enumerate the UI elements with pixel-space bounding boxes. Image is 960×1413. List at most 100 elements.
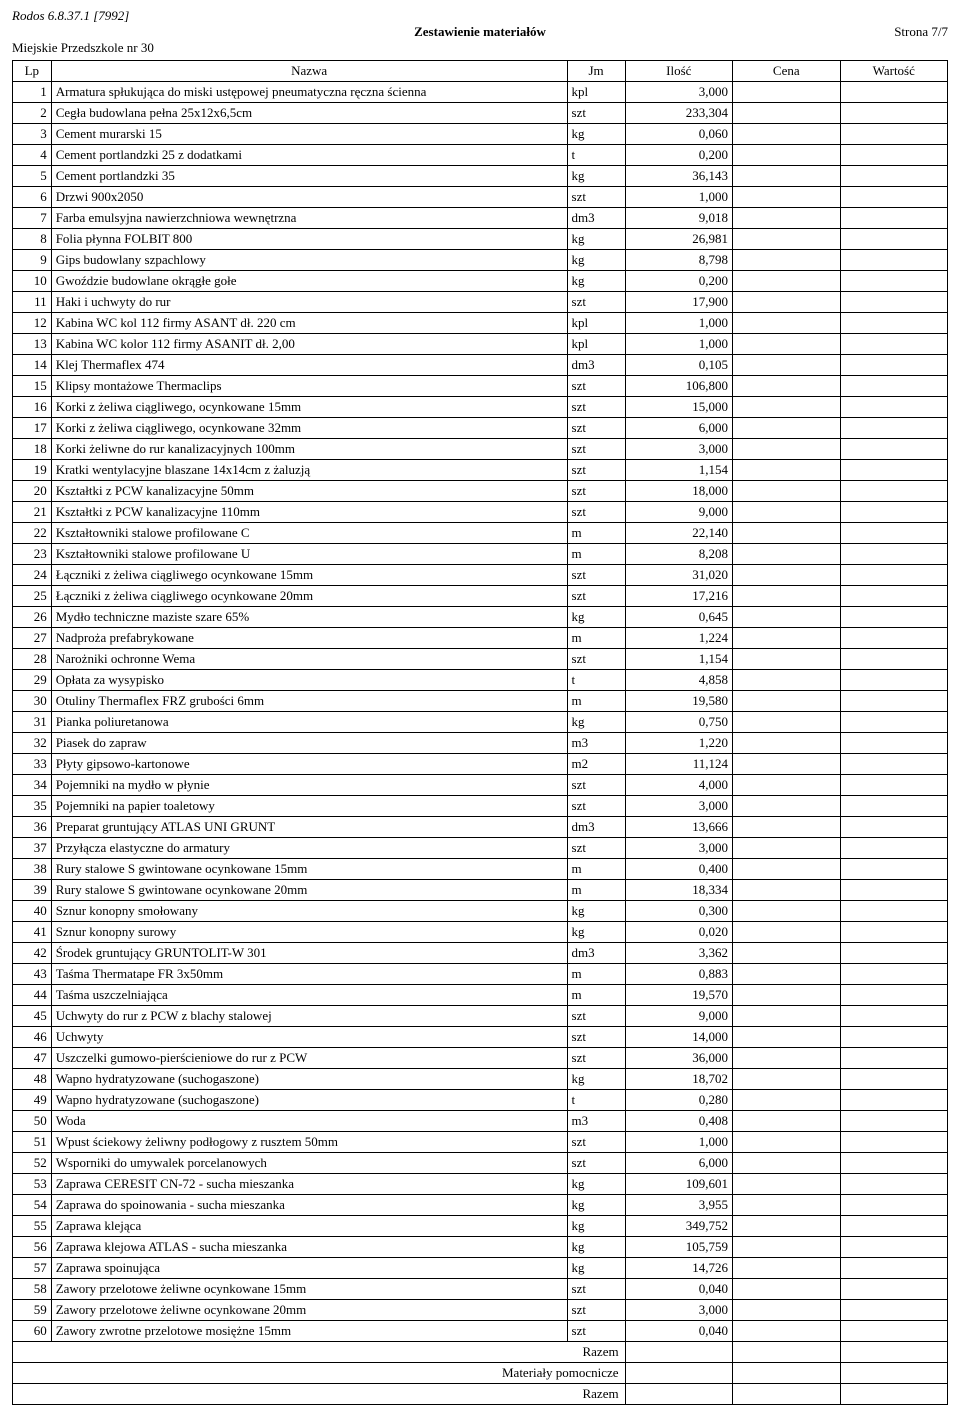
cell-name: Cement portlandzki 25 z dodatkami: [51, 145, 567, 166]
cell-name: Preparat gruntujący ATLAS UNI GRUNT: [51, 817, 567, 838]
cell-name: Farba emulsyjna nawierzchniowa wewnętrzn…: [51, 208, 567, 229]
cell-jm: m: [567, 964, 625, 985]
cell-name: Zawory przelotowe żeliwne ocynkowane 15m…: [51, 1279, 567, 1300]
cell-name: Folia płynna FOLBIT 800: [51, 229, 567, 250]
app-name: Rodos 6.8.37.1 [7992]: [12, 8, 129, 23]
cell-qty: 109,601: [625, 1174, 732, 1195]
cell-jm: szt: [567, 397, 625, 418]
cell-lp: 9: [13, 250, 52, 271]
cell-price: [733, 250, 840, 271]
cell-qty: 4,858: [625, 670, 732, 691]
cell-value: [840, 166, 947, 187]
cell-value: [840, 1111, 947, 1132]
table-row: 37Przyłącza elastyczne do armaturyszt3,0…: [13, 838, 948, 859]
cell-lp: 41: [13, 922, 52, 943]
cell-value: [840, 418, 947, 439]
table-row: 1Armatura spłukująca do miski ustępowej …: [13, 82, 948, 103]
col-name: Nazwa: [51, 61, 567, 82]
cell-name: Narożniki ochronne Wema: [51, 649, 567, 670]
cell-qty: 9,000: [625, 1006, 732, 1027]
footer-qty-1: [625, 1342, 732, 1363]
cell-jm: m: [567, 880, 625, 901]
cell-jm: szt: [567, 460, 625, 481]
cell-value: [840, 1195, 947, 1216]
table-row: 22Kształtowniki stalowe profilowane Cm22…: [13, 523, 948, 544]
cell-lp: 47: [13, 1048, 52, 1069]
cell-name: Haki i uchwyty do rur: [51, 292, 567, 313]
cell-jm: kg: [567, 607, 625, 628]
table-row: 52Wsporniki do umywalek porcelanowychszt…: [13, 1153, 948, 1174]
table-row: 9Gips budowlany szpachlowykg8,798: [13, 250, 948, 271]
cell-value: [840, 1174, 947, 1195]
cell-value: [840, 187, 947, 208]
cell-jm: szt: [567, 292, 625, 313]
cell-price: [733, 607, 840, 628]
cell-value: [840, 1153, 947, 1174]
cell-price: [733, 523, 840, 544]
table-row: 14Klej Thermaflex 474dm30,105: [13, 355, 948, 376]
cell-qty: 19,580: [625, 691, 732, 712]
cell-lp: 22: [13, 523, 52, 544]
cell-lp: 12: [13, 313, 52, 334]
cell-price: [733, 1111, 840, 1132]
cell-name: Pojemniki na papier toaletowy: [51, 796, 567, 817]
cell-name: Pianka poliuretanowa: [51, 712, 567, 733]
cell-lp: 27: [13, 628, 52, 649]
cell-name: Łączniki z żeliwa ciągliwego ocynkowane …: [51, 565, 567, 586]
cell-price: [733, 817, 840, 838]
cell-lp: 32: [13, 733, 52, 754]
cell-qty: 17,216: [625, 586, 732, 607]
cell-value: [840, 544, 947, 565]
cell-jm: m: [567, 691, 625, 712]
cell-lp: 39: [13, 880, 52, 901]
cell-name: Gips budowlany szpachlowy: [51, 250, 567, 271]
cell-lp: 37: [13, 838, 52, 859]
cell-qty: 19,570: [625, 985, 732, 1006]
cell-lp: 35: [13, 796, 52, 817]
cell-price: [733, 1195, 840, 1216]
cell-value: [840, 775, 947, 796]
table-row: 7Farba emulsyjna nawierzchniowa wewnętrz…: [13, 208, 948, 229]
cell-qty: 6,000: [625, 1153, 732, 1174]
cell-name: Woda: [51, 1111, 567, 1132]
table-row: 45Uchwyty do rur z PCW z blachy stalowej…: [13, 1006, 948, 1027]
cell-qty: 1,000: [625, 1132, 732, 1153]
table-row: 27Nadproża prefabrykowanem1,224: [13, 628, 948, 649]
cell-qty: 1,000: [625, 187, 732, 208]
cell-price: [733, 397, 840, 418]
app-meta-line: Rodos 6.8.37.1 [7992]: [12, 8, 948, 24]
cell-price: [733, 1090, 840, 1111]
cell-lp: 28: [13, 649, 52, 670]
cell-lp: 25: [13, 586, 52, 607]
cell-qty: 0,020: [625, 922, 732, 943]
cell-value: [840, 1069, 947, 1090]
header-row: Zestawienie materiałów Strona 7/7: [12, 24, 948, 40]
cell-lp: 7: [13, 208, 52, 229]
table-row: 32Piasek do zaprawm31,220: [13, 733, 948, 754]
cell-price: [733, 1048, 840, 1069]
cell-jm: szt: [567, 1027, 625, 1048]
cell-lp: 33: [13, 754, 52, 775]
cell-lp: 51: [13, 1132, 52, 1153]
cell-name: Rury stalowe S gwintowane ocynkowane 20m…: [51, 880, 567, 901]
cell-name: Wapno hydratyzowane (suchogaszone): [51, 1069, 567, 1090]
cell-price: [733, 586, 840, 607]
cell-lp: 57: [13, 1258, 52, 1279]
cell-jm: szt: [567, 1132, 625, 1153]
cell-name: Zaprawa klejąca: [51, 1216, 567, 1237]
table-row: 40Sznur konopny smołowanykg0,300: [13, 901, 948, 922]
cell-price: [733, 1153, 840, 1174]
cell-qty: 0,400: [625, 859, 732, 880]
table-row: 49Wapno hydratyzowane (suchogaszone)t0,2…: [13, 1090, 948, 1111]
table-row: 18Korki żeliwne do rur kanalizacyjnych 1…: [13, 439, 948, 460]
cell-value: [840, 1279, 947, 1300]
cell-price: [733, 859, 840, 880]
cell-qty: 0,280: [625, 1090, 732, 1111]
cell-qty: 18,000: [625, 481, 732, 502]
cell-name: Łączniki z żeliwa ciągliwego ocynkowane …: [51, 586, 567, 607]
cell-lp: 11: [13, 292, 52, 313]
cell-value: [840, 124, 947, 145]
cell-name: Wpust ściekowy żeliwny podłogowy z ruszt…: [51, 1132, 567, 1153]
cell-name: Kabina WC kolor 112 firmy ASANIT dł. 2,0…: [51, 334, 567, 355]
cell-jm: szt: [567, 1300, 625, 1321]
